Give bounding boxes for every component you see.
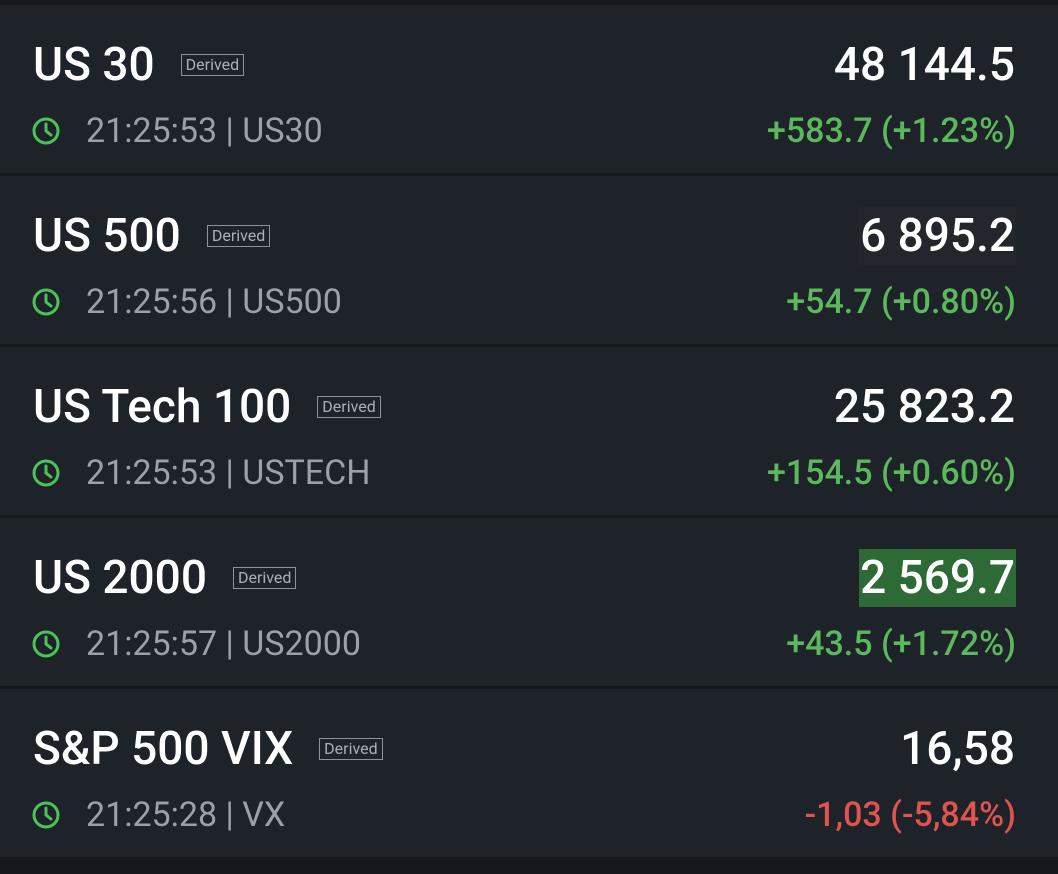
clock-icon [32, 801, 60, 829]
price-change: +583.7 (+1.23%) [766, 111, 1016, 151]
quote-time-symbol: 21:25:28 | VX [86, 795, 286, 835]
instrument-row[interactable]: US 30 Derived 21:25:53 | US30 48 144.5 +583.… [0, 5, 1058, 173]
name-text: US 30 [33, 38, 155, 92]
derived-badge: Derived [319, 738, 383, 760]
instrument-name: US 30 Derived [33, 33, 245, 97]
price: 25 823.2 [833, 380, 1015, 434]
instrument-name: US Tech 100 Derived [33, 375, 381, 439]
derived-badge: Derived [206, 225, 271, 247]
quote-meta: 21:25:28 | VX [30, 789, 285, 841]
price-change: +43.5 (+1.72%) [786, 624, 1016, 664]
quote-meta: 21:25:57 | US2000 [30, 618, 361, 670]
clock-icon [32, 288, 60, 316]
quote-time-symbol: 21:25:53 | USTECH [86, 453, 371, 493]
derived-badge: Derived [232, 567, 297, 589]
name-text: S&P 500 VIX [33, 722, 294, 776]
instrument-name: US 2000 Derived [33, 546, 297, 610]
price-change: +154.5 (+0.60%) [766, 453, 1016, 493]
clock-icon [32, 459, 60, 487]
quote-meta: 21:25:53 | USTECH [30, 447, 371, 499]
derived-badge: Derived [180, 54, 245, 76]
quote-meta: 21:25:53 | US30 [30, 105, 323, 157]
name-text: US Tech 100 [33, 380, 292, 434]
price: 6 895.2 [859, 207, 1016, 265]
quote-time-symbol: 21:25:56 | US500 [86, 282, 342, 322]
quote-time-symbol: 21:25:53 | US30 [86, 111, 323, 151]
price-change: -1,03 (-5,84%) [804, 795, 1016, 835]
quote-time-symbol: 21:25:57 | US2000 [86, 624, 361, 664]
instrument-row[interactable]: US 500 Derived 21:25:56 | US500 6 895.2 +54.… [0, 176, 1058, 344]
instrument-name: S&P 500 VIX Derived [33, 717, 383, 781]
quote-meta: 21:25:56 | US500 [30, 276, 342, 328]
instrument-row[interactable]: US Tech 100 Derived 21:25:53 | USTECH 25 82… [0, 347, 1058, 515]
price: 16,58 [900, 722, 1015, 776]
price: 2 569.7 [859, 549, 1016, 607]
instrument-row[interactable]: US 2000 Derived 21:25:57 | US2000 2 569.7 +4… [0, 518, 1058, 686]
price-change: +54.7 (+0.80%) [786, 282, 1016, 322]
clock-icon [32, 117, 60, 145]
instrument-name: US 500 Derived [33, 204, 271, 268]
derived-badge: Derived [317, 396, 381, 418]
instrument-row[interactable]: S&P 500 VIX Derived 21:25:28 | VX 16,58 -1,0… [0, 689, 1058, 857]
name-text: US 2000 [33, 551, 207, 605]
clock-icon [32, 630, 60, 658]
price: 48 144.5 [833, 38, 1015, 92]
name-text: US 500 [33, 209, 181, 263]
